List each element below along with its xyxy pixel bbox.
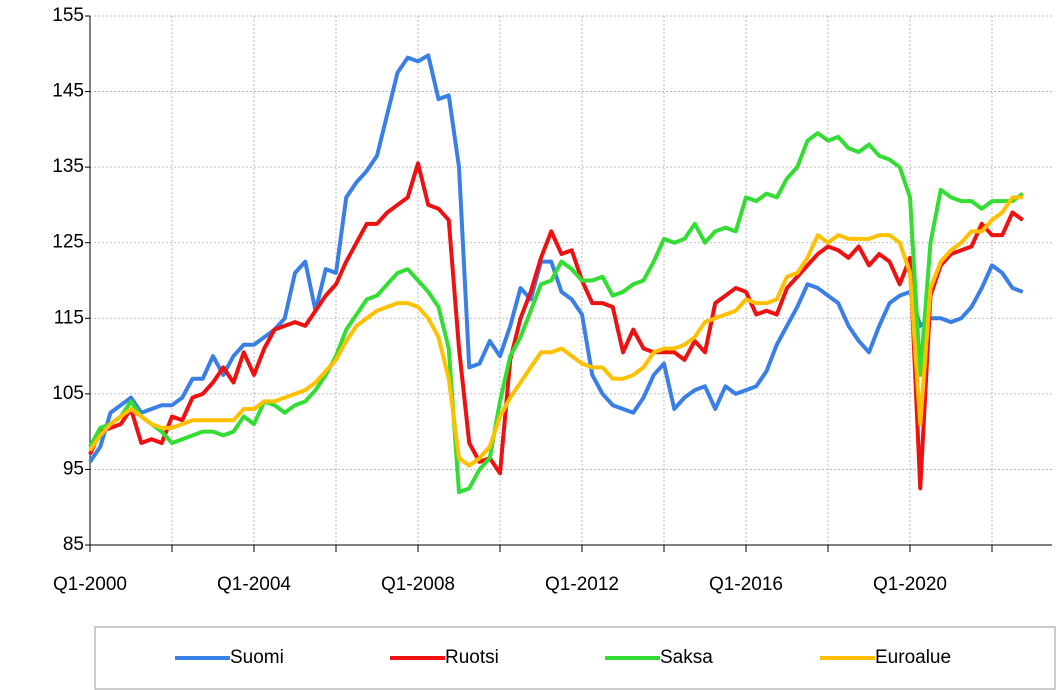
legend-label: Saksa <box>660 647 713 668</box>
y-tick-label: 95 <box>63 458 84 479</box>
legend-label: Ruotsi <box>445 647 499 668</box>
series-line <box>88 161 1024 491</box>
y-tick-label: 155 <box>52 5 84 26</box>
y-tick-label: 115 <box>54 307 84 328</box>
y-tick-label: 85 <box>63 534 84 555</box>
x-tick-label: Q1-2012 <box>545 574 619 595</box>
series-line <box>88 195 1023 468</box>
x-tick-label: Q1-2016 <box>709 574 783 595</box>
legend-label: Suomi <box>230 647 284 668</box>
x-tick-label: Q1-2020 <box>873 574 947 595</box>
x-tick-label: Q1-2000 <box>53 574 127 595</box>
series-line <box>88 131 1024 495</box>
y-tick-label: 125 <box>52 232 84 253</box>
legend-label: Euroalue <box>875 647 951 668</box>
y-tick-label: 105 <box>52 383 84 404</box>
x-tick-label: Q1-2004 <box>217 574 291 595</box>
y-tick-label: 145 <box>52 81 84 102</box>
y-tick-label: 135 <box>52 156 84 177</box>
series-line <box>88 53 1024 463</box>
x-tick-label: Q1-2008 <box>381 574 455 595</box>
legend-box <box>94 626 1056 690</box>
